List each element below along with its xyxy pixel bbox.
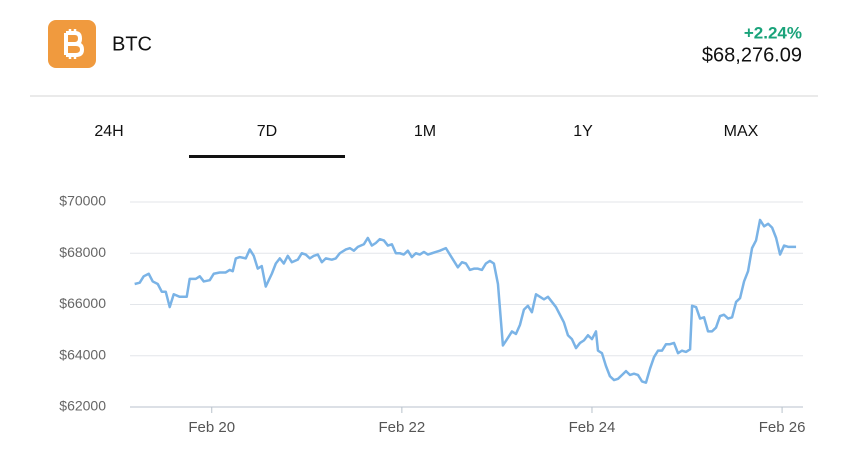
x-tick-label: Feb 20: [188, 419, 235, 436]
y-tick-label: $70000: [59, 193, 106, 209]
tabs: 24H 7D 1M 1Y MAX: [94, 123, 759, 158]
x-tick-label: Feb 26: [759, 419, 806, 436]
chart: $62000 $64000 $66000 $68000 $70000 Feb 20 Feb …: [59, 193, 805, 436]
x-tick-label: Feb 24: [569, 419, 616, 436]
price-line: [134, 218, 797, 384]
tab[interactable]: 7D: [257, 123, 277, 140]
tab[interactable]: 1M: [414, 123, 436, 140]
tab[interactable]: 24H: [94, 123, 123, 140]
y-tick-label: $62000: [59, 398, 106, 414]
y-tick-label: $68000: [59, 244, 106, 260]
y-tick-label: $66000: [59, 295, 106, 311]
tab[interactable]: MAX: [724, 123, 759, 140]
tab[interactable]: 1Y: [573, 123, 593, 140]
x-tick-label: Feb 22: [379, 419, 426, 436]
bitcoin-glyph: [64, 29, 84, 59]
change: +2.24%: [744, 23, 802, 42]
price: $68,276.09: [702, 44, 802, 66]
y-tick-label: $64000: [59, 346, 106, 362]
tab-underline: [189, 155, 345, 158]
symbol: BTC: [112, 33, 152, 55]
